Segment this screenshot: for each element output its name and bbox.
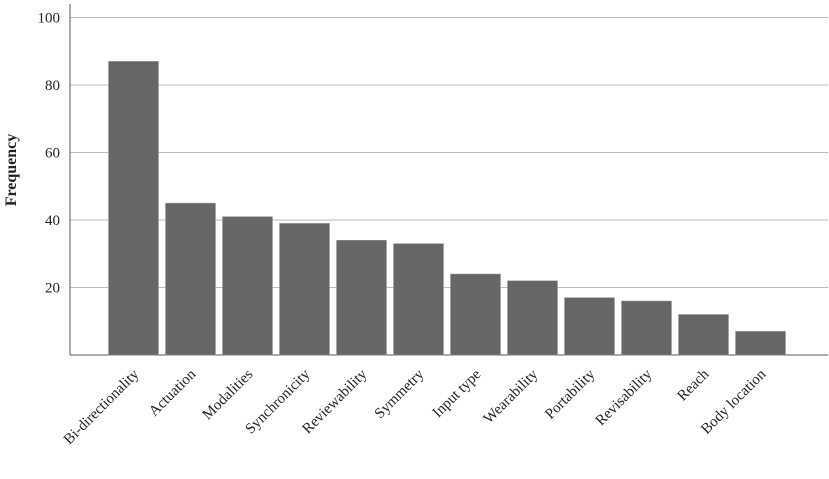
bar <box>621 300 672 356</box>
y-tick-label: 80 <box>45 78 60 94</box>
bar <box>336 240 387 356</box>
bar <box>279 223 330 356</box>
y-tick-label: 60 <box>45 146 60 162</box>
bar <box>108 61 159 356</box>
bar <box>564 297 615 356</box>
bar <box>450 273 501 356</box>
bar <box>393 243 444 356</box>
x-tick-label: Portability <box>542 366 598 422</box>
bar <box>678 314 729 356</box>
x-tick-label: Revisability <box>593 366 656 429</box>
x-tick-label: Wearability <box>481 366 542 427</box>
bar <box>735 331 786 356</box>
x-tick-label: Input type <box>430 366 485 421</box>
y-tick-label: 40 <box>45 213 60 229</box>
x-tick-label: Modalities <box>200 366 257 423</box>
bar <box>507 280 558 356</box>
x-tick-label: Actuation <box>146 366 199 419</box>
y-tick-label: 20 <box>45 281 60 297</box>
bar <box>165 202 216 356</box>
x-tick-label: Bi-directionality <box>61 366 143 448</box>
x-tick-label: Symmetry <box>372 366 428 422</box>
y-axis-label: Frequency <box>3 134 20 207</box>
y-tick-label: 100 <box>38 11 61 27</box>
x-tick-label: Reach <box>675 366 713 404</box>
bar <box>222 216 273 356</box>
